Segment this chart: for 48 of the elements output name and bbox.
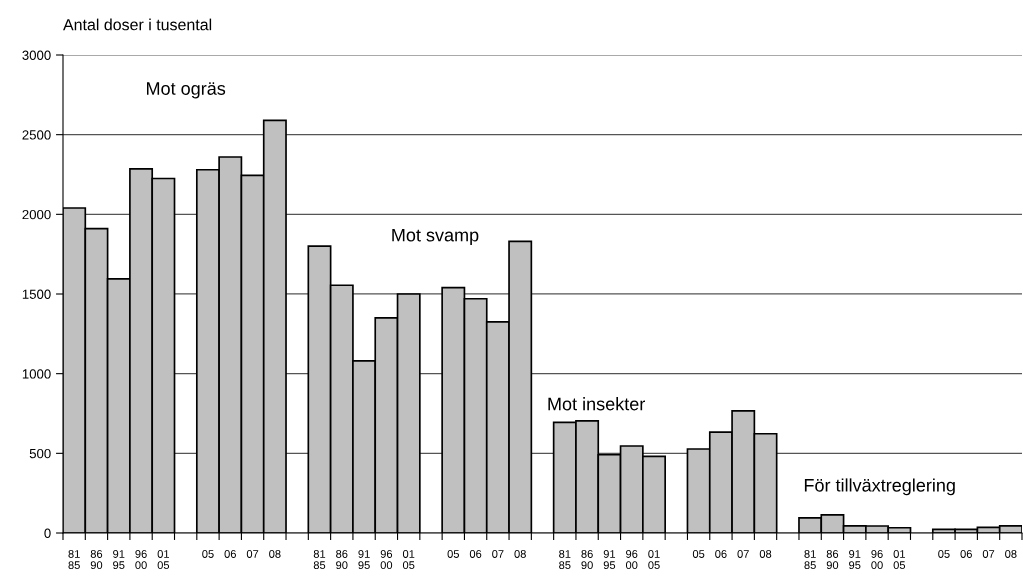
annotation: För tillväxtreglering	[804, 478, 955, 496]
x-tick-label: 05	[938, 550, 950, 558]
x-tick-label: 86 90	[336, 550, 348, 570]
x-tick-label: 08	[514, 550, 526, 558]
x-tick-label: 96 00	[625, 550, 638, 570]
x-tick-label: 91 95	[603, 550, 616, 570]
y-tick-label: 500	[29, 448, 51, 459]
annotation: Mot ogräs	[147, 82, 226, 99]
y-tick-label: 2500	[22, 130, 51, 140]
x-tick-label: 06	[224, 550, 236, 558]
annotation: Mot svamp	[392, 228, 479, 246]
x-tick-label: 08	[269, 550, 281, 558]
y-tick-label: 2000	[22, 209, 51, 220]
x-tick-label: 05	[447, 550, 459, 558]
x-tick-label: 91 95	[358, 550, 370, 570]
y-tick-label: 3000	[22, 50, 51, 60]
x-tick-label: 07	[982, 550, 995, 558]
x-tick-label: 96 00	[380, 550, 393, 570]
x-tick-label: 01 05	[893, 550, 906, 570]
x-tick-label: 91 95	[113, 550, 125, 570]
x-tick-label: 91 95	[849, 550, 861, 570]
x-tick-label: 07	[492, 550, 504, 558]
x-tick-label: 07	[246, 550, 259, 558]
x-tick-label: 96 00	[871, 550, 883, 570]
x-tick-label: 96 00	[135, 550, 147, 570]
y-tick-label: 1000	[22, 369, 51, 379]
x-tick-label: 86 90	[581, 550, 593, 570]
x-tick-label: 01 05	[157, 550, 170, 570]
x-tick-label: 86 90	[826, 550, 839, 570]
annotation: Mot insekter	[548, 397, 645, 411]
x-tick-label: 81 85	[313, 550, 326, 570]
y-axis-title: Antal doser i tusental	[63, 18, 212, 31]
x-tick-label: 81 85	[68, 550, 80, 570]
x-tick-label: 06	[960, 550, 972, 558]
y-tick-label: 0	[44, 528, 51, 538]
x-tick-label: 06	[715, 550, 727, 558]
x-tick-label: 06	[469, 550, 482, 558]
x-tick-label: 08	[759, 550, 772, 558]
x-tick-label: 07	[737, 550, 749, 558]
x-tick-label: 81 85	[804, 550, 816, 570]
x-tick-label: 86 90	[90, 550, 103, 570]
y-tick-label: 1500	[22, 289, 51, 299]
x-tick-label: 05	[202, 550, 214, 558]
x-tick-label: 01 05	[648, 550, 660, 570]
x-tick-label: 08	[1005, 550, 1017, 558]
x-tick-label: 05	[692, 550, 705, 558]
x-tick-label: 81 85	[559, 550, 571, 570]
x-tick-label: 01 05	[402, 550, 415, 570]
